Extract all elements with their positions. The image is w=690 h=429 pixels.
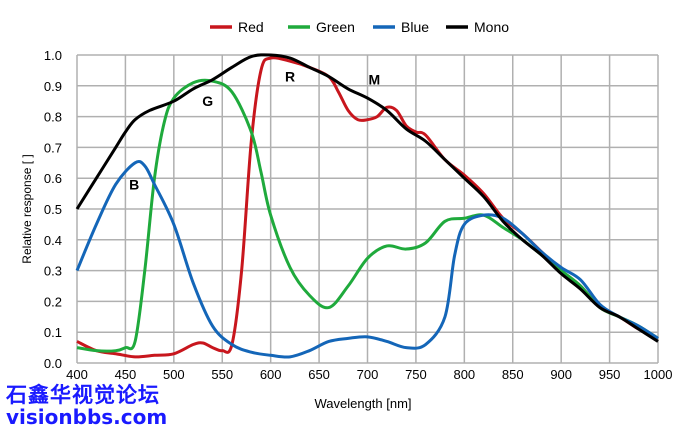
y-tick-label: 0.6 bbox=[44, 171, 62, 186]
y-axis-label: Relative response [ ] bbox=[20, 154, 34, 263]
x-tick-label: 550 bbox=[211, 367, 233, 382]
x-tick-label: 1000 bbox=[644, 367, 673, 382]
x-tick-labels: 400 450 500 550 600 650 700 750 800 850 900 950 1000 bbox=[66, 367, 672, 382]
y-tick-labels: 0.0 0.1 0.2 0.3 0.4 0.5 0.6 0.7 0.8 0.9 1.0 bbox=[44, 48, 62, 371]
annotation-b: B bbox=[129, 176, 139, 192]
annotation-r: R bbox=[285, 69, 295, 85]
y-tick-label: 0.5 bbox=[44, 202, 62, 217]
watermark-url: visionbbs.com bbox=[6, 405, 168, 429]
y-tick-label: 0.9 bbox=[44, 79, 62, 94]
x-tick-label: 500 bbox=[163, 367, 185, 382]
legend: Red Green Blue Mono bbox=[210, 19, 509, 35]
x-tick-label: 950 bbox=[599, 367, 621, 382]
legend-label-red: Red bbox=[238, 19, 264, 35]
series-line-blue bbox=[75, 159, 659, 359]
series-lines bbox=[75, 53, 659, 359]
y-tick-label: 0.2 bbox=[44, 294, 62, 309]
grid bbox=[76, 54, 659, 364]
x-tick-label: 450 bbox=[115, 367, 137, 382]
y-tick-label: 0.7 bbox=[44, 140, 62, 155]
x-tick-label: 850 bbox=[502, 367, 524, 382]
legend-label-mono: Mono bbox=[474, 19, 509, 35]
x-tick-label: 900 bbox=[550, 367, 572, 382]
x-tick-label: 650 bbox=[308, 367, 330, 382]
x-tick-label: 700 bbox=[357, 367, 379, 382]
y-tick-label: 0.1 bbox=[44, 325, 62, 340]
annotation-g: G bbox=[202, 93, 213, 109]
annotation-m: M bbox=[368, 72, 380, 88]
y-tick-label: 0.0 bbox=[44, 356, 62, 371]
x-tick-label: 600 bbox=[260, 367, 282, 382]
x-tick-label: 800 bbox=[453, 367, 475, 382]
x-axis-label: Wavelength [nm] bbox=[314, 396, 411, 411]
y-tick-label: 0.8 bbox=[44, 110, 62, 125]
x-tick-label: 400 bbox=[66, 367, 88, 382]
x-tick-label: 750 bbox=[405, 367, 427, 382]
y-tick-label: 0.4 bbox=[44, 233, 62, 248]
series-line-mono bbox=[75, 53, 659, 343]
annotations: B G R M bbox=[129, 69, 380, 193]
legend-label-green: Green bbox=[316, 19, 355, 35]
watermark-title: 石鑫华视觉论坛 bbox=[6, 383, 160, 407]
y-tick-label: 1.0 bbox=[44, 48, 62, 63]
y-tick-label: 0.3 bbox=[44, 264, 62, 279]
legend-label-blue: Blue bbox=[401, 19, 429, 35]
